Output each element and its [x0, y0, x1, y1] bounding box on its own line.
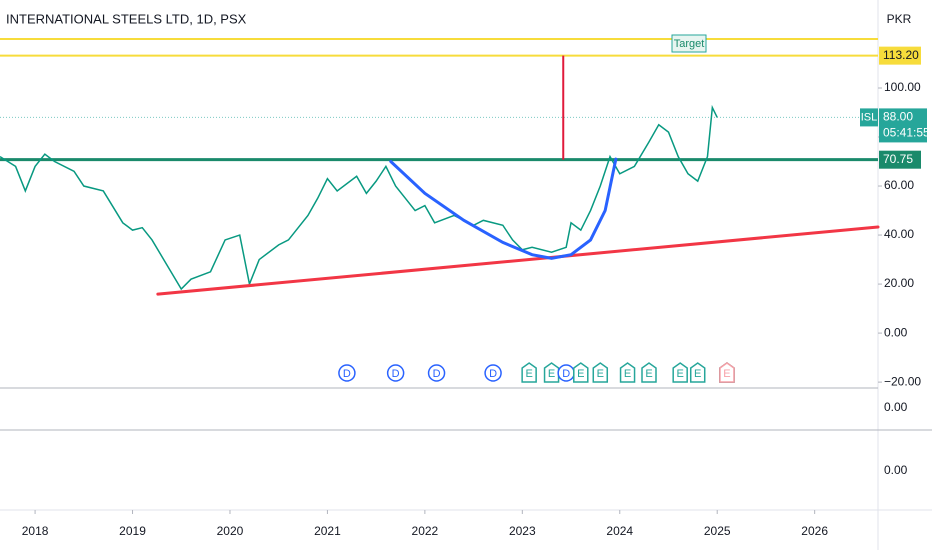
price-label-box: [879, 108, 927, 143]
chart-title: INTERNATIONAL STEELS LTD, 1D, PSX: [6, 11, 247, 26]
pane-label: 0.00: [884, 400, 908, 414]
event-label: E: [577, 368, 584, 380]
earnings-marker[interactable]: [641, 362, 657, 383]
x-tick-label: 2024: [606, 524, 633, 538]
event-label: E: [694, 368, 701, 380]
earnings-marker[interactable]: [719, 362, 735, 383]
event-label: D: [433, 368, 441, 380]
earnings-marker[interactable]: [672, 362, 688, 383]
event-label: D: [562, 368, 570, 380]
price-label: 70.75: [883, 152, 913, 166]
y-tick-label: 60.00: [884, 178, 914, 192]
dividend-marker[interactable]: [484, 364, 502, 382]
event-label: E: [677, 368, 684, 380]
cup-curve: [389, 157, 618, 260]
y-tick-label: 0.00: [884, 325, 908, 339]
earnings-marker[interactable]: [592, 362, 609, 383]
earnings-marker[interactable]: [689, 362, 706, 383]
earnings-marker[interactable]: [619, 362, 636, 383]
event-label: D: [489, 368, 497, 380]
price-label: 113.20: [883, 48, 919, 62]
dividend-marker[interactable]: [427, 364, 446, 382]
countdown: 05:41:55: [883, 126, 930, 140]
target-box: [671, 34, 707, 53]
symbol-box: [860, 108, 878, 127]
y-tick-label: 100.00: [884, 80, 921, 94]
x-tick-label: 2026: [801, 524, 828, 538]
y-tick-label: 20.00: [884, 276, 914, 290]
currency[interactable]: PKR: [887, 12, 912, 26]
x-tick-label: 2025: [704, 524, 731, 538]
y-tick-label: −20.00: [884, 374, 921, 388]
dividend-marker[interactable]: [386, 364, 405, 382]
event-label: E: [723, 368, 730, 380]
x-tick-label: 2019: [119, 524, 146, 538]
trendline: [156, 225, 880, 296]
x-tick-label: 2021: [314, 524, 341, 538]
x-tick-label: 2023: [509, 524, 536, 538]
event-label: D: [392, 368, 400, 380]
pane-label: 0.00: [884, 463, 908, 477]
price-label: 88.00: [883, 110, 913, 124]
x-tick-label: 2020: [217, 524, 244, 538]
dividend-marker[interactable]: [338, 364, 356, 382]
price-line: [0, 104, 718, 291]
symbol: ISL: [861, 111, 878, 123]
y-tick-label: 40.00: [884, 227, 914, 241]
target-text: Target: [674, 38, 705, 50]
x-tick-label: 2022: [412, 524, 439, 538]
price-label-box: [879, 46, 921, 65]
price-label-box: [879, 150, 921, 169]
event-label: E: [624, 368, 631, 380]
event-label: E: [548, 368, 555, 380]
event-label: E: [525, 368, 532, 380]
earnings-marker[interactable]: [521, 362, 537, 383]
event-label: D: [343, 368, 351, 380]
earnings-marker[interactable]: [573, 362, 589, 383]
event-label: E: [597, 368, 604, 380]
earnings-marker[interactable]: [543, 362, 560, 383]
event-label: E: [645, 368, 652, 380]
x-tick-label: 2018: [22, 524, 49, 538]
